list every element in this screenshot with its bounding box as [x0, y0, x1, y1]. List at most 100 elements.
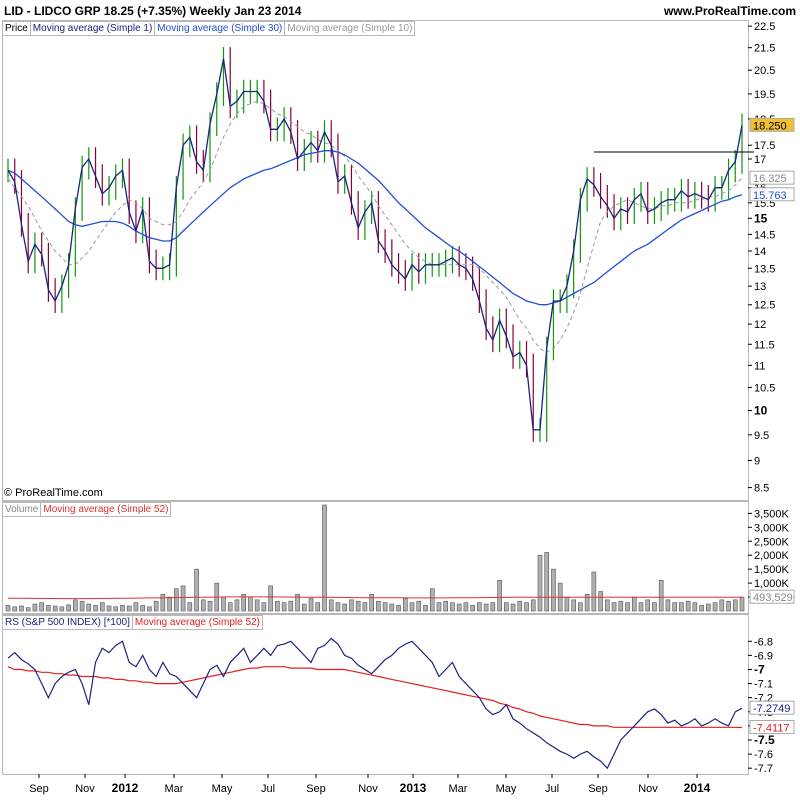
x-tick-label: Nov: [358, 783, 378, 795]
legend-ma10[interactable]: Moving average (Simple 10): [287, 23, 413, 34]
volume-bar: [530, 599, 536, 612]
legend-volume-ma[interactable]: Moving average (Simple 52): [43, 504, 169, 515]
volume-bar: [504, 602, 509, 612]
x-tick-label: Sep: [306, 783, 326, 795]
price-legend: Price Moving average (Simple 1) Moving a…: [2, 21, 416, 36]
x-tick-label: Jul: [545, 783, 559, 795]
ma1-line: [7, 58, 743, 431]
volume-bar: [200, 599, 206, 612]
volume-bar: [564, 596, 570, 612]
volume-bar: [443, 600, 449, 612]
volume-bar: [66, 604, 71, 612]
volume-bar: [692, 602, 698, 612]
volume-bar: [52, 605, 58, 612]
x-tick-label: 2013: [400, 781, 427, 795]
volume-tick-label: 2,000K: [754, 550, 790, 562]
volume-bar: [510, 603, 516, 612]
copyright-text: © ProRealTime.com: [4, 487, 103, 499]
x-tick-label: May: [496, 783, 517, 795]
rs-tick-label: -7.6: [754, 749, 773, 761]
volume-bar: [328, 599, 334, 612]
x-tick-label: Nov: [638, 783, 658, 795]
price-tick-label: 14.5: [754, 229, 775, 241]
legend-rs-ma[interactable]: Moving average (Simple 52): [134, 617, 260, 628]
volume-bar: [275, 600, 280, 612]
volume-bar: [497, 580, 502, 612]
volume-bar: [187, 602, 193, 612]
volume-ma-flag-box: [749, 589, 795, 604]
rs-ma-flag-box: [749, 720, 795, 735]
panel-frame-2: [2, 614, 749, 775]
volume-bar: [423, 605, 428, 612]
volume-bar: [349, 599, 354, 612]
price-tick-label: 11: [754, 360, 765, 372]
volume-bar: [376, 600, 381, 612]
volume-bar: [517, 600, 523, 612]
volume-bar: [241, 593, 246, 612]
rs-ma-line: [7, 666, 743, 729]
volume-bar: [591, 571, 597, 612]
rs-tick-label: -7: [754, 662, 765, 676]
volume-bar: [631, 596, 637, 612]
rs-flag-box: [749, 700, 795, 715]
price-tick-label: 12.5: [754, 300, 775, 312]
volume-bar: [369, 593, 374, 612]
volume-bar: [470, 605, 475, 612]
volume-bar: [672, 602, 677, 612]
volume-bar: [739, 596, 745, 612]
rs-flag: -7.2749: [753, 703, 790, 715]
volume-bar: [578, 602, 583, 612]
volume-bar: [396, 605, 401, 612]
volume-tick-label: 1,500K: [754, 564, 790, 576]
volume-bar: [180, 585, 186, 612]
panel-frame-0: [2, 20, 749, 501]
ma10-flag: 16.325: [753, 173, 787, 185]
volume-bar: [126, 605, 132, 612]
legend-price[interactable]: Price: [3, 22, 31, 35]
legend-ma1[interactable]: Moving average (Simple 1): [31, 22, 156, 35]
volume-bar: [167, 596, 172, 612]
volume-legend: Volume Moving average (Simple 52): [2, 502, 172, 517]
volume-bar: [429, 588, 435, 612]
volume-bar: [463, 602, 469, 612]
volume-bar: [46, 605, 51, 612]
volume-bar: [389, 603, 395, 612]
volume-bar: [120, 605, 125, 612]
chart-header: LID - LIDCO GRP 18.25 (+7.35%) Weekly Ja…: [0, 0, 800, 20]
volume-bar: [160, 593, 166, 612]
volume-bar: [207, 600, 213, 612]
legend-volume[interactable]: Volume: [3, 503, 42, 516]
volume-bar: [611, 602, 617, 612]
volume-bar: [658, 580, 664, 612]
volume-bar: [248, 596, 253, 612]
volume-tick-label: 1,000K: [754, 578, 790, 590]
price-tick-label: 17: [754, 154, 766, 166]
price-tick-label: 11.5: [754, 339, 775, 351]
volume-bar: [382, 602, 388, 612]
volume-bar: [490, 602, 496, 612]
rs-tick-label: -7.1: [754, 679, 773, 691]
x-tick-label: Mar: [449, 783, 468, 795]
volume-bar: [86, 603, 92, 612]
volume-bar: [93, 605, 98, 612]
volume-bar: [19, 605, 24, 612]
volume-bar: [679, 602, 684, 612]
volume-bar: [99, 602, 105, 612]
legend-rs[interactable]: RS (S&P 500 INDEX) [*100]: [3, 616, 133, 629]
volume-bar: [261, 602, 267, 612]
x-tick-label: 2012: [112, 781, 139, 795]
volume-bar: [234, 599, 240, 612]
price-tick-label: 20.5: [754, 65, 775, 77]
ma10-line: [7, 100, 743, 354]
panel-frame-1: [2, 501, 749, 614]
volume-bar: [638, 602, 644, 612]
site-link[interactable]: www.ProRealTime.com: [663, 4, 796, 18]
volume-tick-label: 3,500K: [754, 508, 790, 520]
volume-bar: [140, 605, 145, 612]
volume-bar: [436, 602, 442, 612]
volume-bar: [59, 606, 65, 612]
volume-bar: [362, 602, 368, 612]
legend-ma30[interactable]: Moving average (Simple 30): [155, 22, 286, 35]
